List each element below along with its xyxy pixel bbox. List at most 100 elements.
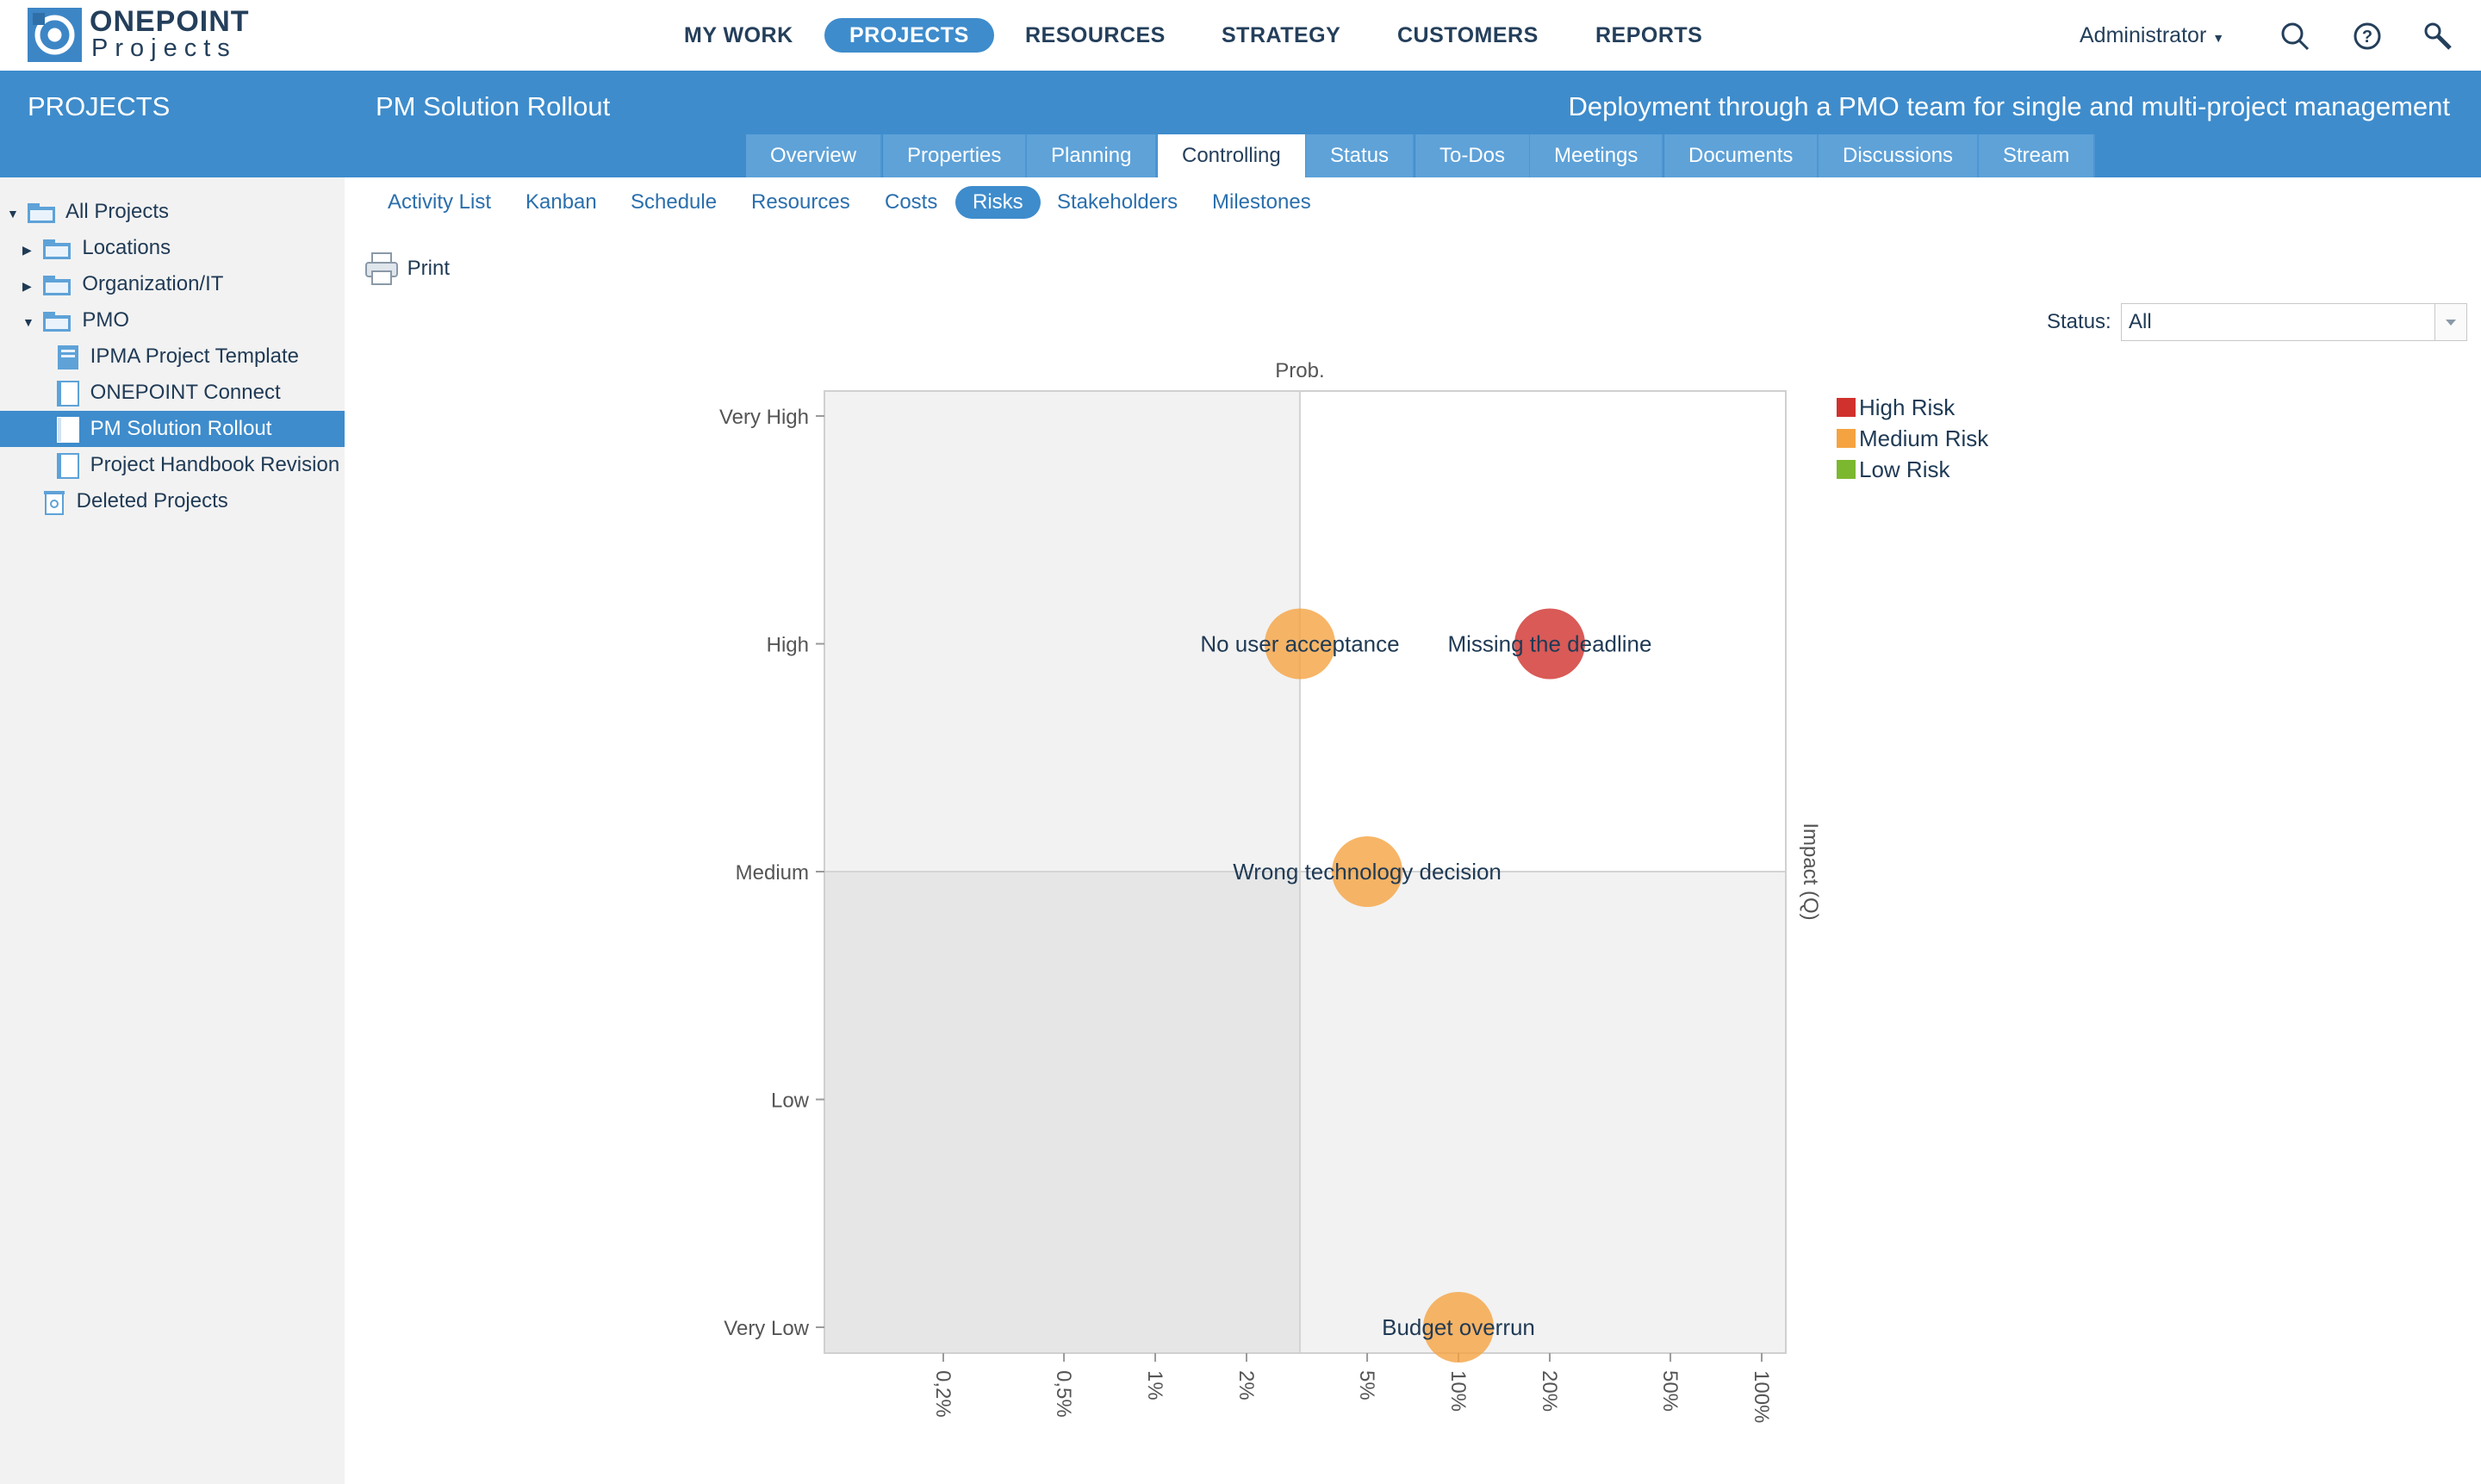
section-title: PROJECTS [28,91,171,121]
y-tick-label: Very Low [724,1317,809,1340]
legend-swatch [1837,460,1856,479]
tab-controlling[interactable]: Controlling [1158,134,1307,177]
y-tick-label: Low [771,1090,810,1113]
risk-bubble [1423,1292,1495,1363]
risk-bubble [1332,836,1403,907]
nav-resources[interactable]: RESOURCES [1025,23,1166,47]
status-filter-label: Status: [2047,310,2111,333]
x-tick-label: 20% [1538,1370,1561,1412]
collapse-arrow-icon[interactable]: ▼ [22,315,34,329]
sidebar-item-pmo[interactable]: ▼ PMO [0,302,345,338]
project-title: PM Solution Rollout [376,91,611,121]
collapse-arrow-icon[interactable]: ▼ [7,207,19,220]
risk-label: Budget overrun [1382,1314,1535,1340]
sidebar-item-label: ONEPOINT Connect [90,381,281,404]
tab-discussions[interactable]: Discussions [1819,134,1980,177]
nav-my-work[interactable]: MY WORK [684,23,793,47]
tab-properties[interactable]: Properties [883,134,1028,177]
risk-label: Wrong technology decision [1233,859,1502,885]
tab-todos[interactable]: To-Dos [1415,134,1532,177]
x-tick-label: 50% [1658,1370,1682,1412]
sidebar-item-label: PM Solution Rollout [90,417,272,440]
sidebar-item-handbook-revision[interactable]: Project Handbook Revision [0,447,345,483]
logo-icon[interactable] [28,8,82,62]
subtab-kanban[interactable]: Kanban [525,190,597,214]
y-tick-label: Medium [736,861,809,885]
nav-strategy[interactable]: STRATEGY [1222,23,1341,47]
expand-arrow-icon[interactable]: ▶ [22,279,32,293]
legend-swatch [1837,398,1856,417]
x-tick-label: 10% [1446,1370,1470,1412]
dropdown-arrow-icon[interactable] [2434,304,2466,340]
sidebar-item-label: IPMA Project Template [90,345,300,368]
x-tick-label: 2% [1234,1370,1258,1400]
caret-down-icon: ▼ [2212,31,2225,45]
risk-label: No user acceptance [1200,631,1399,657]
sidebar-item-label: Organization/IT [82,272,224,295]
subtab-costs[interactable]: Costs [885,190,938,214]
brand-subname: Projects [91,34,237,62]
folder-icon [42,275,71,295]
sidebar-item-label: Deleted Projects [76,489,228,512]
tab-documents[interactable]: Documents [1664,134,1819,177]
help-icon[interactable]: ? [2352,21,2383,52]
sidebar-item-all-projects[interactable]: ▼ All Projects [0,194,345,230]
matrix-quadrant [1299,872,1786,1353]
expand-arrow-icon[interactable]: ▶ [22,243,32,257]
sidebar-item-label: All Projects [65,200,170,223]
sidebar-item-label: Project Handbook Revision [90,453,340,476]
status-filter-value: All [2129,310,2152,333]
wrench-icon[interactable] [2422,21,2453,52]
user-name: Administrator [2080,23,2207,47]
template-icon [58,345,78,369]
sidebar-item-ipma-template[interactable]: IPMA Project Template [0,338,345,375]
user-menu[interactable]: Administrator ▼ [2080,0,2224,71]
search-icon[interactable] [2279,21,2310,52]
folder-icon [27,202,55,223]
print-button[interactable]: Print [364,250,450,288]
project-description: Deployment through a PMO team for single… [1568,91,2451,121]
sidebar-item-pm-solution-rollout[interactable]: PM Solution Rollout [0,411,345,447]
nav-reports[interactable]: REPORTS [1595,23,1703,47]
y-axis-label: Impact (Q) [1799,823,1822,920]
tab-stream[interactable]: Stream [1979,134,2096,177]
subtab-activity-list[interactable]: Activity List [388,190,492,214]
x-tick-label: 0,2% [931,1370,954,1418]
sidebar-item-label: Locations [82,236,171,259]
trash-icon [44,490,65,515]
subtab-stakeholders[interactable]: Stakeholders [1057,190,1178,214]
sidebar-item-onepoint-connect[interactable]: ONEPOINT Connect [0,375,345,411]
status-filter-select[interactable]: All [2121,303,2467,341]
top-bar [0,0,2481,71]
risk-bubble [1514,608,1585,680]
nav-customers[interactable]: CUSTOMERS [1397,23,1539,47]
x-axis-label: Prob. [1275,359,1324,382]
matrix-quadrant [824,872,1300,1353]
subtab-risks[interactable]: Risks [955,186,1041,219]
legend-label: High Risk [1859,394,1956,420]
y-tick-label: High [767,634,809,657]
sidebar-item-deleted-projects[interactable]: Deleted Projects [0,483,345,519]
subtab-milestones[interactable]: Milestones [1212,190,1311,214]
section-header [0,71,345,177]
tab-meetings[interactable]: Meetings [1530,134,1664,177]
legend-label: Medium Risk [1859,425,1989,451]
sidebar-item-label: PMO [82,308,130,332]
project-icon [57,452,79,479]
project-icon [57,380,79,407]
printer-icon [365,252,398,285]
legend-label: Low Risk [1859,456,1950,482]
matrix-quadrant [824,391,1300,872]
x-tick-label: 5% [1355,1370,1378,1400]
tab-overview[interactable]: Overview [746,134,883,177]
subtab-schedule[interactable]: Schedule [631,190,718,214]
sidebar-item-locations[interactable]: ▶ Locations [0,230,345,266]
x-tick-label: 1% [1143,1370,1166,1400]
nav-projects[interactable]: PROJECTS [824,18,994,53]
tab-planning[interactable]: Planning [1027,134,1158,177]
subtab-resources[interactable]: Resources [751,190,850,214]
sidebar-item-organization-it[interactable]: ▶ Organization/IT [0,266,345,302]
y-tick-label: Very High [719,406,809,429]
tab-status[interactable]: Status [1306,134,1415,177]
